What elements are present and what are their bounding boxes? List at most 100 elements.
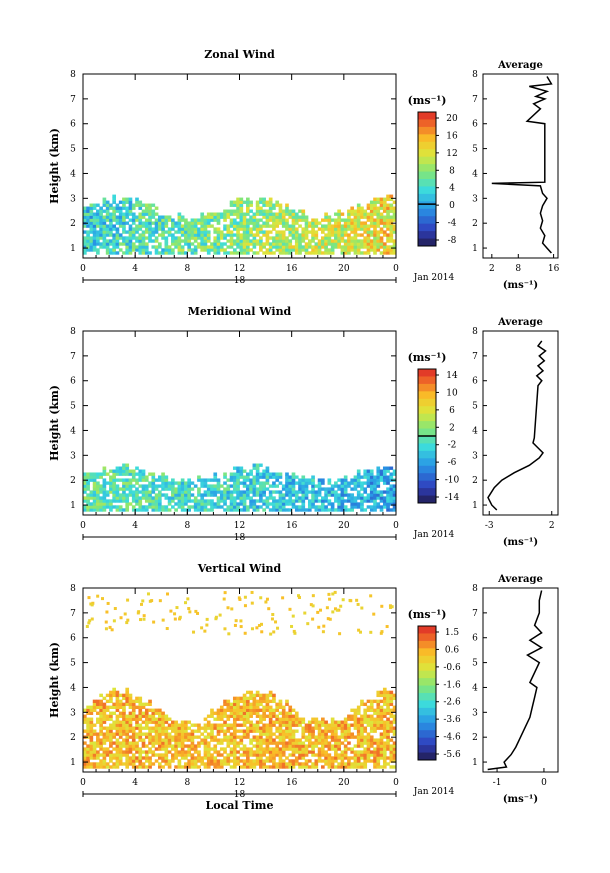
heatmap-cell <box>285 729 289 733</box>
heatmap-cell <box>105 251 110 255</box>
heatmap-cell <box>141 732 146 736</box>
heatmap-cell <box>272 765 276 769</box>
heatmap-cell <box>144 230 149 234</box>
heatmap-cell <box>369 723 374 727</box>
heatmap-cell <box>275 472 280 476</box>
heatmap-cell <box>317 756 322 760</box>
heatmap-cell <box>376 726 381 730</box>
heatmap-cell <box>334 484 338 488</box>
heatmap-cell <box>135 203 139 207</box>
x-tick-label: 16 <box>286 521 298 531</box>
x-tick-label: 20 <box>338 778 350 788</box>
heatmap-cell <box>386 738 390 742</box>
heatmap-cell <box>379 499 384 503</box>
heatmap-cell <box>216 708 221 712</box>
heatmap-cell <box>259 239 263 243</box>
heatmap-cell <box>227 632 231 636</box>
heatmap-cell <box>206 230 211 234</box>
heatmap-cell <box>265 723 270 727</box>
heatmap-cell <box>128 200 133 204</box>
heatmap-cell <box>102 702 107 707</box>
heatmap-cell <box>259 759 263 763</box>
heatmap-cell <box>281 732 286 736</box>
heatmap-cell <box>301 233 306 237</box>
heatmap-cell <box>272 239 276 243</box>
heatmap-cell <box>178 615 182 619</box>
heatmap-cell <box>278 699 283 704</box>
heatmap-cell <box>131 741 136 745</box>
heatmap-cell <box>321 251 325 255</box>
heatmap-cell <box>203 490 208 494</box>
heatmap-cell <box>272 693 276 698</box>
heatmap-cell <box>128 242 133 246</box>
heatmap-cell <box>197 765 201 769</box>
heatmap-cell <box>272 708 276 712</box>
heatmap-cell <box>389 765 394 769</box>
heatmap-cell <box>304 738 309 742</box>
heatmap-cell <box>223 481 227 485</box>
heatmap-cell <box>317 248 322 252</box>
heatmap-cell <box>171 496 175 500</box>
heatmap-cell <box>389 753 394 757</box>
heatmap-cell <box>373 720 377 724</box>
heatmap-cell <box>338 632 342 636</box>
colorbar-tick-label: 8 <box>449 166 455 176</box>
heatmap-cell <box>265 221 270 225</box>
heatmap-cell <box>112 194 117 198</box>
heatmap-cell <box>219 233 224 237</box>
heatmap-cell <box>392 206 397 210</box>
heatmap-cell <box>382 744 387 748</box>
heatmap-cell <box>236 200 240 204</box>
heatmap-cell <box>115 738 120 742</box>
heatmap-cell <box>232 765 237 769</box>
heatmap-cell <box>219 717 224 721</box>
heatmap-cell <box>260 622 264 626</box>
heatmap-cell <box>109 215 113 219</box>
colorbar-swatch <box>418 648 436 657</box>
heatmap-cell <box>115 245 120 249</box>
heatmap-cell <box>262 224 266 228</box>
heatmap-cell <box>350 245 355 249</box>
heatmap-cell <box>340 759 345 763</box>
heatmap-cell <box>92 236 97 240</box>
y-tick-label: 7 <box>70 95 76 105</box>
heatmap-cell <box>216 753 221 757</box>
heatmap-cell <box>112 726 117 730</box>
heatmap-cell <box>390 605 394 609</box>
heatmap-cell <box>268 251 273 255</box>
heatmap-cell <box>259 765 263 769</box>
heatmap-cell <box>236 236 240 240</box>
heatmap-cell <box>249 487 253 491</box>
heatmap-cell <box>131 469 136 473</box>
heatmap-cell <box>255 203 260 207</box>
colorbar-swatch <box>418 488 436 497</box>
heatmap-cell <box>118 759 123 763</box>
heatmap-cell <box>242 702 247 707</box>
heatmap-cell <box>128 693 133 698</box>
heatmap-cell <box>115 221 120 225</box>
heatmap-cell <box>242 750 247 754</box>
heatmap-cell <box>171 236 175 240</box>
heatmap-cell <box>216 741 221 745</box>
heatmap-cell <box>272 747 276 751</box>
heatmap-cell <box>167 248 172 252</box>
heatmap-cell <box>288 248 293 252</box>
colorbar-tick-label: -0.6 <box>443 663 461 673</box>
heatmap-cell <box>285 762 289 766</box>
heatmap-cell <box>180 723 185 727</box>
heatmap-cell <box>311 218 315 222</box>
heatmap-cell <box>291 230 296 234</box>
heatmap-cell <box>340 496 345 500</box>
heatmap-cell <box>366 206 371 210</box>
heatmap-cell <box>392 242 397 246</box>
heatmap-cell <box>324 738 328 742</box>
heatmap-cell <box>232 478 237 482</box>
heatmap-cell <box>118 221 123 225</box>
heatmap-cell <box>242 714 247 718</box>
heatmap-cell <box>131 732 136 736</box>
heatmap-cell <box>92 747 97 751</box>
heatmap-cell <box>272 750 276 754</box>
heatmap-cell <box>167 750 172 754</box>
heatmap-cell <box>392 472 397 476</box>
heatmap-cell <box>167 502 172 506</box>
